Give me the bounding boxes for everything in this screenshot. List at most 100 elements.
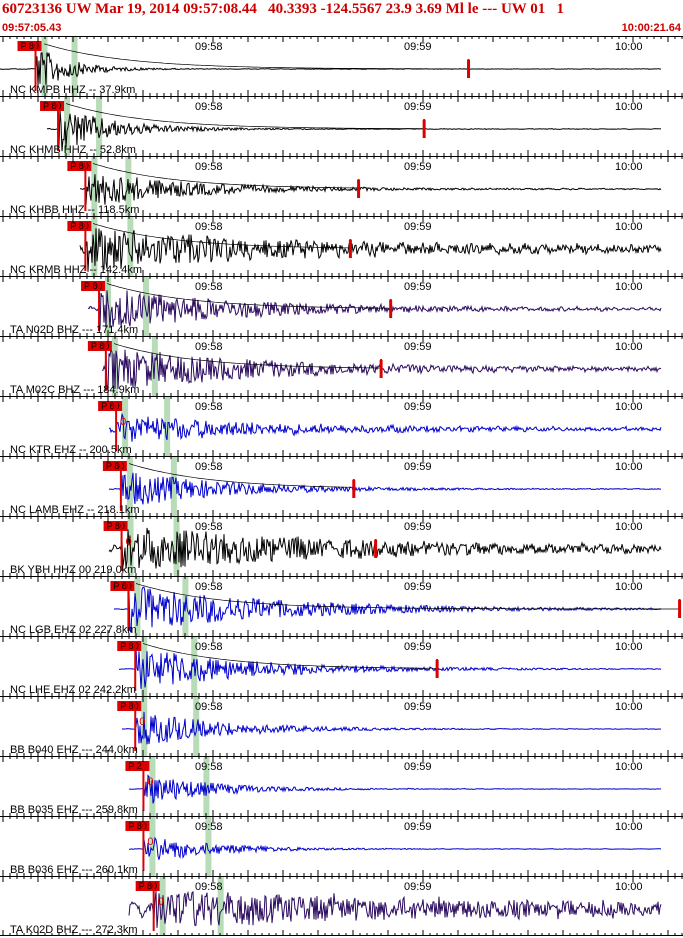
p-pick-label: P 2 — [128, 761, 141, 771]
coda-pick-tick — [380, 359, 383, 361]
phase-mark: 0 — [158, 896, 164, 908]
time-label: 09:59 — [404, 581, 432, 593]
time-label: 09:58 — [195, 881, 223, 893]
trace-row: P 80 09:58 09:59 10:00 NC LHE EHZ 02 242.2km — [0, 636, 683, 696]
p-pick-flag[interactable] — [67, 161, 92, 171]
p-pick-flag[interactable] — [117, 641, 142, 651]
p-pick-flag[interactable] — [40, 101, 65, 111]
coda-curve — [135, 583, 679, 610]
p-pick-label: P 80 — [43, 101, 61, 111]
waveform-trace — [128, 774, 662, 804]
phase-mark: 0 — [139, 716, 145, 728]
header-bar: 60723136 UW Mar 19, 2014 09:57:08.44 40.… — [0, 0, 683, 36]
coda-pick-mark — [357, 180, 361, 198]
trace-row: P 80 09:58 09:59 10:00 NC KHBB HHZ -- 118.5k… — [0, 156, 683, 216]
arrival-band — [170, 456, 177, 516]
coda-curve — [113, 343, 381, 369]
station-label: NC LAMB EHZ -- 218.1km — [10, 504, 140, 516]
start-time: 09:57:05.43 — [2, 22, 62, 34]
trace-row: P 80 09:58 09:59 10:00 NC KRMB HHZ -- 142.4k… — [0, 216, 683, 276]
time-label: 09:58 — [195, 41, 223, 53]
time-label: 09:59 — [404, 881, 432, 893]
station-label: BB B040 EHZ --- 244.0km — [10, 744, 138, 756]
p-pick-flag[interactable] — [81, 281, 106, 291]
time-label: 10:00 — [615, 761, 643, 773]
arrival-band — [96, 96, 103, 156]
end-time: 10:00:21.64 — [621, 22, 681, 34]
time-label: 10:00 — [615, 41, 643, 53]
event-title: 60723136 UW Mar 19, 2014 09:57:08.44 40.… — [2, 1, 565, 17]
p-pick-flag[interactable] — [110, 581, 135, 591]
arrival-band — [149, 816, 156, 876]
p-pick-flag[interactable] — [67, 221, 92, 231]
p-pick-flag[interactable] — [125, 821, 150, 831]
p-pick-label: P 80 — [101, 401, 119, 411]
time-label: 10:00 — [615, 341, 643, 353]
time-label: 09:58 — [195, 581, 223, 593]
coda-pick-mark — [348, 240, 352, 258]
time-label: 10:00 — [615, 461, 643, 473]
trace-row: P 2 0 09:58 09:59 10:00 BB B035 EHZ --- 259.8… — [0, 756, 683, 816]
arrival-band — [122, 396, 129, 456]
p-pick-label: P 80 — [113, 581, 131, 591]
p-pick-label: P 80 — [21, 41, 39, 51]
time-label: 09:59 — [404, 821, 432, 833]
waveform-trace — [79, 228, 662, 272]
phase-mark: 0 — [120, 416, 126, 428]
trace-row: P 80 09:58 09:59 10:00 NC KHMB HHZ -- 52.8km — [0, 96, 683, 156]
station-label: NC KTR EHZ -- 200.5km — [10, 444, 132, 456]
p-pick-flag[interactable] — [125, 761, 150, 771]
time-label: 09:58 — [195, 101, 223, 113]
waveform-trace — [108, 527, 662, 569]
station-label: TA K02D BHZ --- 272.3km — [10, 924, 138, 936]
p-pick-flag[interactable] — [135, 881, 160, 891]
station-label: NC LHE EHZ 02 242.2km — [10, 684, 136, 696]
coda-pick-tick — [349, 239, 352, 241]
arrival-band — [127, 216, 134, 276]
trace-row: P 80 09:58 09:59 10:00 TA N02D BHZ --- 171.4… — [0, 276, 683, 336]
station-label: BB B035 EHZ --- 259.8km — [10, 804, 138, 816]
time-label: 09:59 — [404, 761, 432, 773]
coda-curve — [92, 163, 358, 189]
p-pick-flag[interactable] — [87, 341, 112, 351]
coda-pick-mark — [435, 660, 439, 678]
p-pick-flag[interactable] — [103, 521, 128, 531]
p-pick-label: P 80 — [106, 461, 124, 471]
coda-pick-tick — [436, 659, 439, 661]
coda-pick-mark — [422, 120, 426, 138]
time-label: 10:00 — [615, 881, 643, 893]
p-pick-label: P 80 — [120, 641, 138, 651]
coda-pick-mark — [389, 300, 393, 318]
p-pick-flag[interactable] — [102, 461, 127, 471]
arrival-band — [143, 276, 150, 336]
trace-row: P 800 09:58 09:59 10:00 BB B040 EHZ --- 244.… — [0, 696, 683, 756]
waveform-trace — [129, 836, 662, 860]
p-pick-flag[interactable] — [17, 41, 42, 51]
p-pick-label: P 80 — [70, 221, 88, 231]
arrival-band — [111, 336, 118, 396]
coda-curve — [142, 643, 437, 669]
coda-pick-tick — [467, 59, 470, 61]
waveform-trace — [46, 109, 662, 152]
time-label: 09:59 — [404, 461, 432, 473]
time-label: 10:00 — [615, 161, 643, 173]
p-pick-flag[interactable] — [117, 701, 142, 711]
time-label: 10:00 — [615, 521, 643, 533]
waveform-trace — [128, 890, 662, 928]
time-label: 10:00 — [615, 281, 643, 293]
time-label: 09:58 — [195, 821, 223, 833]
time-label: 09:59 — [404, 281, 432, 293]
station-label: NC LGB EHZ 02 227.8km — [10, 624, 137, 636]
p-pick-label: P 80 — [139, 881, 157, 891]
waveform-trace — [113, 586, 662, 633]
coda-curve — [106, 283, 389, 309]
coda-pick-mark — [467, 60, 471, 78]
trace-row: P 800 09:58 09:59 10:00 BK YBH HHZ 00 219.0k… — [0, 516, 683, 576]
coda-pick-tick — [389, 299, 392, 301]
waveform-trace — [0, 52, 662, 86]
p-pick-flag[interactable] — [98, 401, 123, 411]
trace-row: P 800 09:58 09:59 10:00 BB B036 EHZ --- 260.… — [0, 816, 683, 876]
waveform-trace — [108, 412, 662, 442]
coda-pick-mark — [374, 540, 378, 558]
phase-mark: 0 — [147, 776, 153, 788]
